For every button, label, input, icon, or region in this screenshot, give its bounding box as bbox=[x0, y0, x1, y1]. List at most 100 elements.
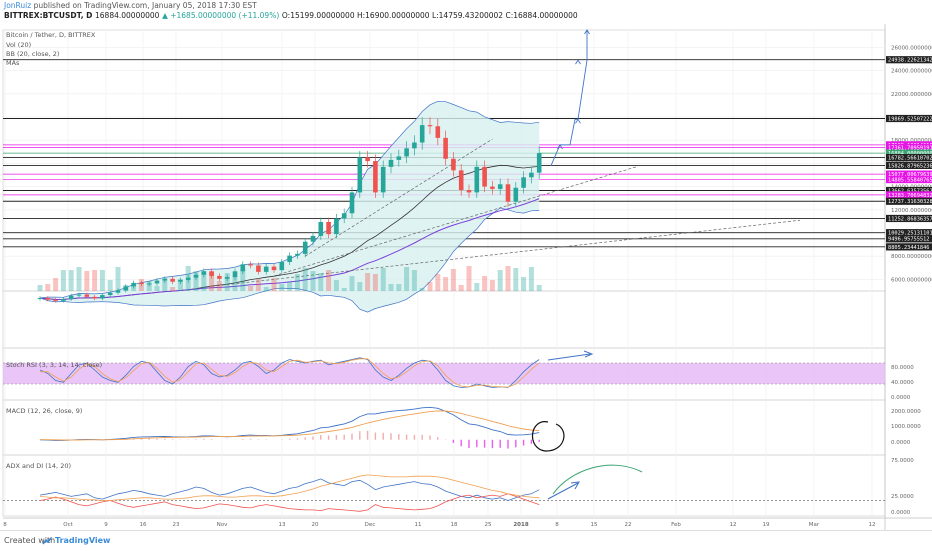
volume-bar bbox=[287, 282, 293, 291]
adx-title: ADX and DI (14, 20) bbox=[6, 462, 71, 470]
candle-body bbox=[380, 166, 386, 193]
adx-pane bbox=[3, 464, 885, 512]
indicator-legend-item: MAs bbox=[6, 59, 20, 67]
x-tick-label: 25 bbox=[485, 522, 492, 528]
stoch-rsi-pane bbox=[3, 350, 885, 388]
candle-body bbox=[427, 125, 433, 127]
volume-bar bbox=[60, 270, 66, 291]
tradingview-brand[interactable]: TradingView bbox=[55, 536, 111, 545]
adx-annotation-arrow bbox=[547, 482, 579, 500]
x-tick-label: Oct bbox=[63, 522, 73, 528]
volume-bar bbox=[380, 268, 386, 291]
adx-minus-di-line bbox=[39, 493, 540, 512]
candle-body bbox=[419, 125, 425, 143]
price-level-tag bbox=[886, 154, 932, 162]
volume-bar bbox=[76, 267, 82, 291]
volume-bar bbox=[341, 288, 347, 291]
pane-titles: Bitcoin / Tether, D, BITTREX Vol (20)BB (… bbox=[6, 31, 102, 470]
adx-plus-di-line bbox=[39, 478, 540, 501]
volume-bar bbox=[294, 274, 300, 291]
created-with-label: Created with bbox=[4, 536, 56, 545]
candle-body bbox=[263, 266, 269, 272]
volume-bar bbox=[45, 284, 51, 291]
volume-bar bbox=[279, 284, 285, 291]
price-level-text: 17361.70959191 bbox=[888, 146, 932, 152]
candle-body bbox=[170, 278, 175, 282]
volume-bar bbox=[489, 280, 495, 291]
candle-body bbox=[224, 277, 230, 279]
candle-body bbox=[521, 177, 526, 188]
y-tick-label: 40.0000 bbox=[891, 380, 914, 386]
volume-bar bbox=[528, 267, 534, 291]
y-tick-label: 26000.00000000 bbox=[891, 45, 932, 51]
candle-body bbox=[466, 190, 472, 193]
volume-bar bbox=[482, 276, 488, 291]
candle-body bbox=[232, 271, 238, 278]
volume-bar bbox=[333, 280, 339, 291]
x-tick-label: 8 bbox=[555, 522, 559, 528]
y-tick-label: 24000.00000000 bbox=[891, 69, 932, 75]
volume-bar bbox=[318, 273, 324, 291]
x-tick-label: 23 bbox=[173, 522, 180, 528]
candle-body bbox=[357, 157, 363, 193]
stoch-rsi-title: Stoch RSI (3, 3, 14, 14, close) bbox=[6, 361, 102, 369]
volume-bar bbox=[37, 285, 43, 291]
candle-body bbox=[240, 264, 246, 272]
x-tick-label: 9 bbox=[104, 522, 108, 528]
candle-body bbox=[458, 170, 464, 191]
macd-signal-line bbox=[39, 410, 540, 441]
volume-bar bbox=[435, 274, 441, 291]
candle-body bbox=[68, 295, 74, 300]
macd-circle-annotation bbox=[531, 421, 565, 452]
volume-bar bbox=[450, 269, 456, 291]
x-tick-label: 22 bbox=[625, 522, 632, 528]
author-link[interactable]: JonRuiz bbox=[4, 1, 32, 10]
chart-canvas[interactable]: 26000.00000000 24000.00000000 22000.000000… bbox=[0, 24, 932, 530]
candle-body bbox=[271, 266, 277, 271]
y-tick-label: 22000.00000000 bbox=[891, 92, 932, 98]
price-level-tag bbox=[886, 197, 932, 205]
candle-body bbox=[326, 221, 331, 235]
volume-bar bbox=[255, 279, 261, 291]
price-level-text: 8805.23441846 bbox=[888, 245, 929, 251]
candle-body bbox=[279, 262, 285, 271]
candle-body bbox=[139, 282, 144, 285]
price-level-tag bbox=[886, 170, 932, 178]
candle-body bbox=[536, 153, 542, 173]
volume-bar bbox=[411, 270, 417, 291]
candle-body bbox=[193, 274, 199, 278]
symbol-line: BITTREX:BTCUSDT, D 16884.00000000 ▲ +168… bbox=[4, 11, 578, 21]
price-level-text: 15077.00679639 bbox=[888, 172, 932, 178]
y-tick-label: 8000.00000000 bbox=[891, 254, 932, 260]
volume-bar bbox=[248, 286, 254, 291]
candle-body bbox=[209, 271, 214, 276]
pane-border bbox=[2, 399, 886, 456]
volume-bar bbox=[396, 284, 402, 291]
volume-bar bbox=[497, 270, 503, 291]
candle-body bbox=[201, 271, 207, 275]
volume-bar bbox=[466, 266, 472, 291]
time-axis: 8 Oct 9 16 23 Nov 13 20 Dec 11 18 25 2018 8 15 22 Feb 12 1… bbox=[3, 522, 875, 528]
candle-body bbox=[185, 277, 191, 280]
volume-bar bbox=[458, 285, 464, 291]
price-level-text: 9496.95755512 bbox=[888, 237, 929, 243]
tradingview-logo-icon bbox=[42, 537, 52, 545]
x-tick-label: 12 bbox=[730, 522, 737, 528]
macd-line bbox=[39, 406, 540, 441]
x-tick-label: Mar bbox=[809, 522, 820, 528]
candle-body bbox=[404, 148, 409, 157]
candle-body bbox=[100, 295, 105, 299]
volume-bar bbox=[505, 266, 511, 291]
ohlc-values: O:15199.00000000 H:16900.00000000 L:1475… bbox=[281, 11, 578, 20]
publish-info: published on TradingView.com, January 05… bbox=[33, 1, 257, 10]
volume-bar bbox=[224, 273, 230, 291]
adx-line bbox=[39, 474, 540, 501]
x-tick-label: Nov bbox=[217, 522, 228, 528]
last-price: 16884.00000000 bbox=[95, 11, 160, 20]
volume-bar bbox=[404, 267, 410, 291]
price-level-tag bbox=[886, 235, 932, 243]
volume-bar bbox=[232, 276, 238, 291]
candle-body bbox=[443, 137, 448, 159]
price-level-text: 12737.31630328 bbox=[888, 199, 932, 205]
price-level-tag bbox=[886, 186, 932, 195]
